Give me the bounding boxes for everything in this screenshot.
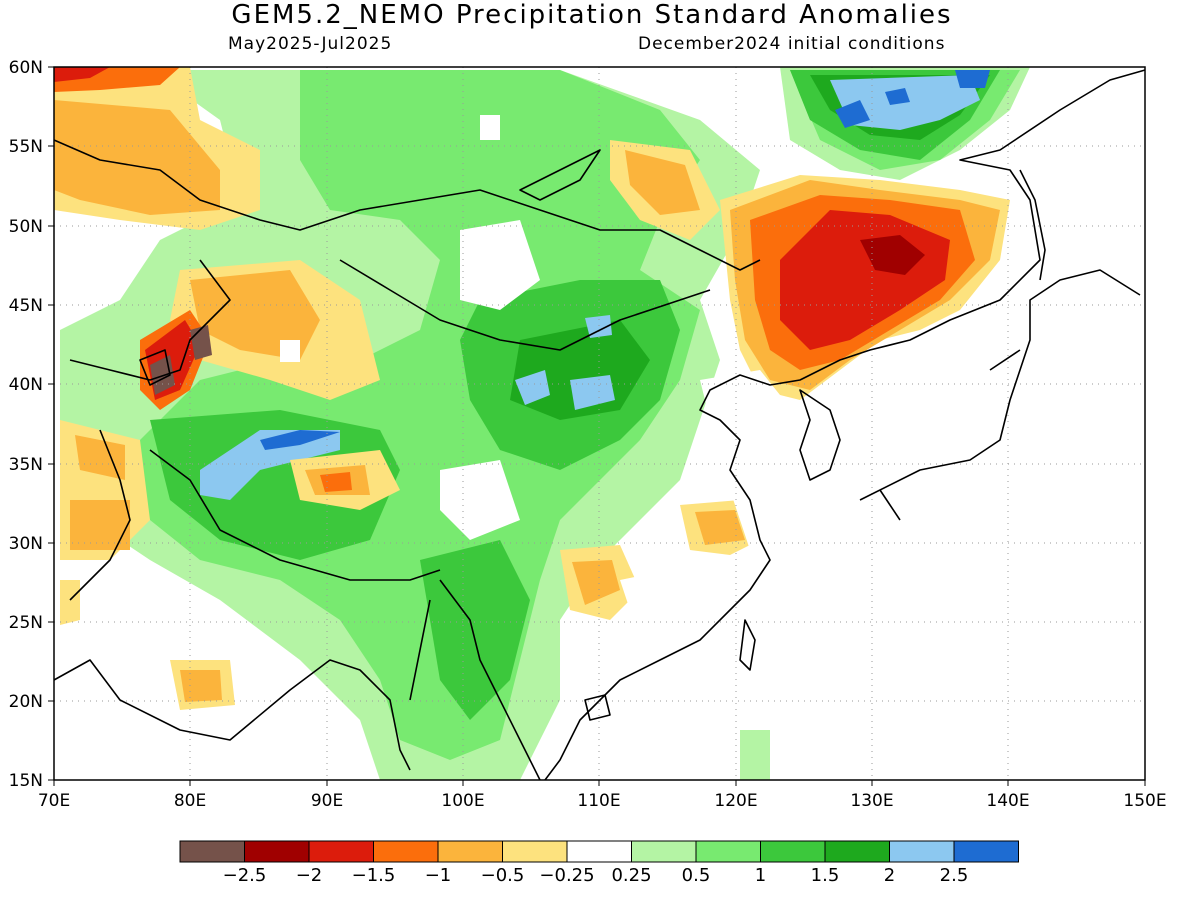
lat-label: 55N [9, 137, 43, 157]
colorbar-swatch [308, 840, 374, 863]
lake-baikal [519, 149, 601, 201]
coastlines-borders [53, 69, 1146, 781]
dry-region-mongolia-north-orange [625, 150, 700, 215]
wet-region-siberia-darkblue [835, 70, 990, 128]
dry-region-manchuria-darkred [860, 235, 925, 275]
neutral-east-coast [560, 67, 1145, 780]
colorbar-label: −0.25 [539, 865, 594, 886]
lat-label: 20N [9, 692, 43, 712]
colorbar: −2.5 −2 −1.5 −1 −0.5 −0.25 0.25 0.5 1 1.5 2 2.5 [179, 840, 1019, 886]
lon-label: 90E [311, 791, 343, 811]
lat-label: 35N [9, 455, 43, 475]
colorbar-swatch [889, 840, 955, 863]
lat-label: 60N [9, 58, 43, 78]
colorbar-label: −2 [296, 865, 323, 886]
wet-region-tibet-darkblue [260, 430, 340, 450]
colorbar-label: 0.25 [611, 865, 651, 886]
coastline-japan [859, 269, 1141, 521]
lon-label: 110E [577, 791, 620, 811]
lat-label: 30N [9, 534, 43, 554]
wet-region-tibet-blue [200, 430, 340, 500]
colorbar-label: −1.5 [352, 865, 396, 886]
anomaly-field [54, 67, 1145, 780]
wet-region-indochina [420, 540, 530, 720]
lat-label: 15N [9, 771, 43, 791]
longitude-labels: 70E 80E 90E 100E 110E 120E 130E 140E 150… [38, 791, 1167, 811]
grid-lines [54, 67, 1145, 780]
chart-title: GEM5.2_NEMO Precipitation Standard Anoma… [231, 0, 953, 30]
colorbar-swatch [824, 840, 890, 863]
colorbar-label: −0.5 [481, 865, 525, 886]
dry-region-india-orange [70, 435, 222, 702]
wet-region-southeast-small [740, 730, 770, 780]
coastline-east-asia [544, 69, 1146, 781]
dry-region-india [60, 420, 235, 710]
dry-region-balkhash-orange [190, 270, 320, 360]
coastline-taiwan [739, 619, 756, 671]
lon-label: 130E [850, 791, 893, 811]
tick-marks [48, 66, 1146, 786]
colorbar-swatch [373, 840, 439, 863]
wet-region-moderate [120, 70, 700, 760]
lon-label: 80E [174, 791, 206, 811]
border-india-pakistan [69, 429, 131, 601]
colorbar-label: −2.5 [223, 865, 267, 886]
lon-label: 70E [38, 791, 70, 811]
wet-region-mongolia-blue [515, 315, 615, 410]
dry-region-south-china-orange [572, 560, 620, 605]
colorbar-label: 2 [884, 865, 895, 886]
lat-label: 50N [9, 217, 43, 237]
dry-region-tibet-core [320, 472, 352, 492]
lon-label: 140E [986, 791, 1029, 811]
lat-label: 45N [9, 296, 43, 316]
colorbar-label: −1 [425, 865, 452, 886]
colorbar-label: 0.5 [682, 865, 711, 886]
latitude-labels: 60N 55N 50N 45N 40N 35N 30N 25N 20N 15N [9, 58, 43, 791]
colorbar-swatch [760, 840, 826, 863]
border-himalaya [149, 449, 441, 581]
dry-region-kazakhstan-orange [54, 100, 220, 215]
border-southeast-asia [409, 579, 541, 781]
colorbar-label: 1.5 [811, 865, 840, 886]
colorbar-swatch [953, 840, 1019, 863]
colorbar-swatch [695, 840, 761, 863]
colorbar-swatch [631, 840, 697, 863]
colorbar-label: 2.5 [940, 865, 969, 886]
dry-region-northwest-red [54, 67, 110, 82]
initial-conditions: December2024 initial conditions [638, 34, 946, 54]
colorbar-swatch [502, 840, 568, 863]
border-russia-china [53, 139, 761, 271]
colorbar-swatch [437, 840, 503, 863]
lat-label: 40N [9, 375, 43, 395]
dry-region-east-china-orange [695, 510, 745, 545]
lat-label: 25N [9, 613, 43, 633]
lon-label: 100E [441, 791, 484, 811]
lon-label: 120E [714, 791, 757, 811]
colorbar-label: 1 [755, 865, 766, 886]
lon-label: 150E [1123, 791, 1166, 811]
colorbar-swatch [244, 840, 310, 863]
colorbar-swatch [179, 840, 245, 863]
lake-balkhash [139, 349, 171, 386]
border-kazakhstan-china [69, 259, 231, 381]
colorbar-swatch [566, 840, 632, 863]
border-mongolia-china [339, 259, 711, 351]
coastline-hainan [584, 694, 611, 721]
coastline-sakhalin [1019, 169, 1046, 281]
coastline-india [53, 659, 411, 771]
forecast-period: May2025-Jul2025 [228, 34, 393, 54]
neutral-patch [280, 115, 740, 640]
coastline-korea [799, 389, 841, 481]
